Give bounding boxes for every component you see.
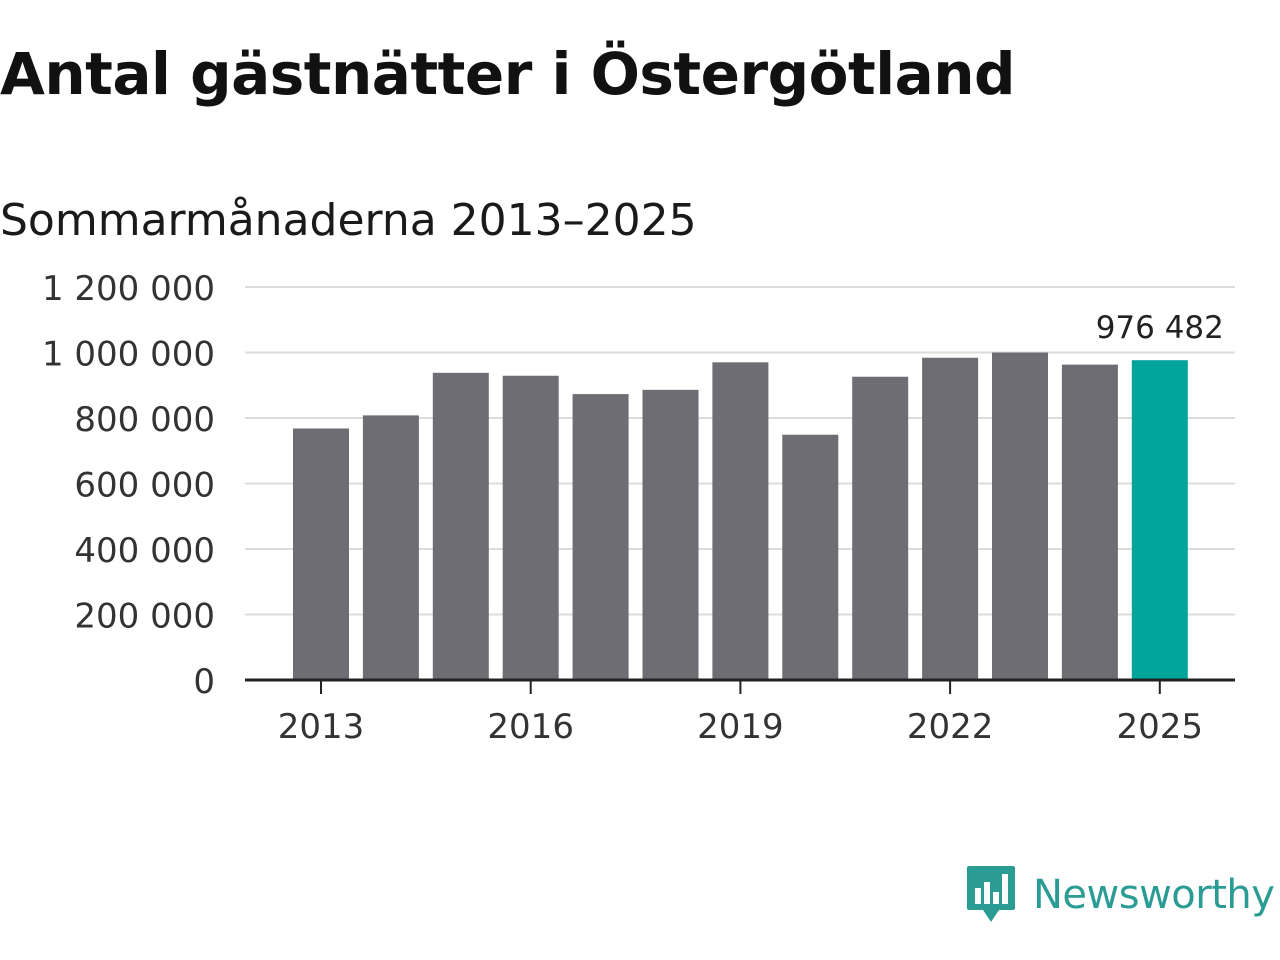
y-tick-label: 400 000 (74, 531, 215, 571)
bars (293, 352, 1188, 680)
x-tick-label: 2013 (278, 707, 365, 747)
bar-2018 (642, 389, 699, 680)
bar-2016 (502, 375, 559, 680)
bar-2025 (1131, 360, 1188, 680)
y-tick-label: 0 (193, 662, 215, 702)
data-label-highlight: 976 482 (1096, 310, 1224, 346)
x-tick-label: 2019 (697, 707, 784, 747)
chart-title: Antal gästnätter i Östergötland (0, 40, 1016, 108)
bar-2022 (922, 357, 979, 680)
bar-2021 (852, 376, 909, 680)
x-axis-ticks: 2013 2016 2019 2022 2025 (278, 680, 1203, 747)
x-tick-label: 2016 (487, 707, 574, 747)
bar-2017 (572, 394, 629, 680)
newsworthy-logo-icon (967, 866, 1015, 922)
x-tick-label: 2022 (907, 707, 994, 747)
data-labels: 976 482 (1096, 310, 1224, 346)
bar-chart: 0 200 000 400 000 600 000 800 000 1 000 000 1 … (42, 269, 1235, 747)
bar-2013 (293, 428, 349, 680)
bar-2023 (992, 352, 1048, 680)
chart-subtitle: Sommarmånaderna 2013–2025 (0, 195, 697, 246)
bar-2019 (712, 362, 769, 680)
y-tick-label: 1 000 000 (42, 335, 215, 375)
brand-name: Newsworthy (1033, 872, 1275, 918)
bar-2024 (1061, 364, 1118, 680)
y-axis-ticks: 0 200 000 400 000 600 000 800 000 1 000 000 1 … (42, 269, 215, 702)
bar-2020 (782, 434, 839, 680)
brand-logo: Newsworthy (965, 864, 1275, 926)
bar-2015 (432, 372, 489, 680)
y-tick-label: 600 000 (74, 466, 215, 506)
y-tick-label: 800 000 (74, 400, 215, 440)
y-tick-label: 1 200 000 (42, 269, 215, 309)
y-tick-label: 200 000 (74, 597, 215, 637)
x-tick-label: 2025 (1117, 707, 1204, 747)
bar-2014 (362, 415, 419, 680)
